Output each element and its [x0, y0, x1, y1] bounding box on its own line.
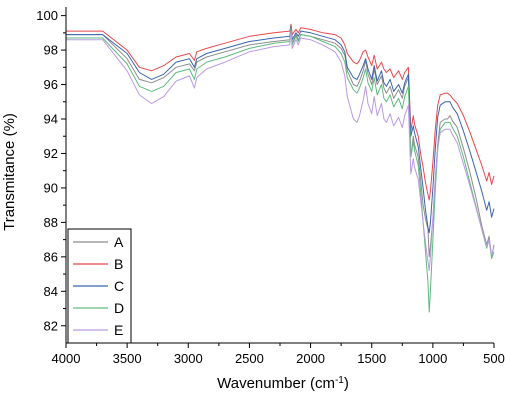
x-axis-title-main: Wavenumber (cm: [217, 375, 335, 392]
series-line-c: [66, 25, 495, 234]
series-line-a: [66, 28, 495, 258]
x-tick-label: 500: [483, 351, 505, 366]
y-tick-label: 100: [36, 8, 58, 23]
y-tick-label: 98: [44, 43, 58, 58]
y-axis: 82 84 86 88 90 92 94 96 98 100: [36, 8, 66, 333]
series-line-b: [66, 23, 495, 201]
y-tick-label: 84: [44, 284, 58, 299]
y-tick-label: 82: [44, 318, 58, 333]
x-axis-title-superscript: -1: [335, 375, 344, 386]
x-tick-label: 1500: [357, 351, 386, 366]
legend-label-c: C: [114, 278, 124, 294]
series-line-d: [66, 27, 495, 313]
series-lines: [66, 23, 495, 313]
x-tick-label: 1000: [418, 351, 447, 366]
y-tick-label: 88: [44, 215, 58, 230]
x-tick-label: 4000: [52, 351, 81, 366]
legend-label-e: E: [114, 322, 123, 338]
x-tick-label: 3000: [174, 351, 203, 366]
series-line-e: [66, 30, 495, 272]
legend-label-b: B: [114, 256, 123, 272]
y-tick-label: 92: [44, 146, 58, 161]
legend-label-a: A: [114, 234, 124, 250]
x-axis-title: Wavenumber (cm-1): [217, 375, 349, 393]
y-tick-label: 90: [44, 180, 58, 195]
x-axis: 4000 3500 3000 2500 2000 1500 1000 500: [52, 343, 505, 366]
x-tick-label: 3500: [113, 351, 142, 366]
y-axis-title: Transmitance (%): [1, 113, 18, 231]
legend-label-d: D: [114, 300, 124, 316]
y-tick-label: 96: [44, 77, 58, 92]
x-tick-label: 2000: [296, 351, 325, 366]
y-tick-label: 94: [44, 112, 58, 127]
x-axis-title-end: ): [344, 375, 349, 392]
x-tick-label: 2500: [235, 351, 264, 366]
y-tick-label: 86: [44, 249, 58, 264]
